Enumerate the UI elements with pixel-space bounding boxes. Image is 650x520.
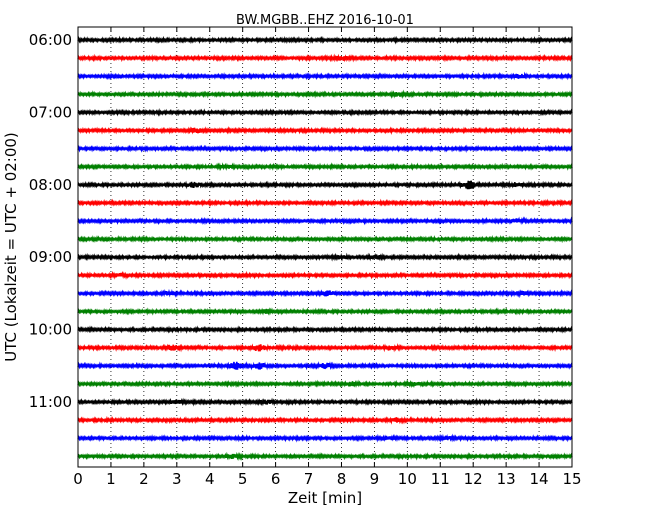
x-tick-label: 9 <box>370 470 380 488</box>
vertical-grid-lines <box>110 27 540 467</box>
trace-1030 <box>77 361 573 371</box>
y-tick-label: 06:00 <box>29 31 72 49</box>
trace-0830 <box>77 216 573 226</box>
x-tick-label: 15 <box>562 470 581 488</box>
x-tick-label: 5 <box>238 470 248 488</box>
trace-0900 <box>77 252 573 262</box>
trace-0745 <box>77 162 573 172</box>
x-tick-label: 10 <box>398 470 417 488</box>
x-tick-label: 7 <box>304 470 314 488</box>
trace-0600 <box>77 35 573 45</box>
trace-0815 <box>77 198 573 208</box>
seismic-traces <box>77 35 573 462</box>
trace-0715 <box>77 125 573 136</box>
trace-1015 <box>77 343 573 353</box>
trace-0915 <box>77 270 573 280</box>
x-tick-label: 2 <box>139 470 149 488</box>
trace-1000 <box>77 324 573 334</box>
trace-1145 <box>77 451 573 462</box>
y-axis-label: UTC (Lokalzeit = UTC + 02:00) <box>2 132 20 362</box>
x-axis-ticks: 0 1 2 3 4 5 6 7 8 9 10 11 12 13 14 15 <box>73 27 582 488</box>
x-tick-label: 11 <box>431 470 450 488</box>
trace-0645 <box>77 89 573 99</box>
y-tick-label: 08:00 <box>29 176 72 194</box>
x-tick-label: 13 <box>497 470 516 488</box>
y-tick-label: 11:00 <box>29 393 72 411</box>
trace-0845 <box>77 234 573 244</box>
trace-0930 <box>77 288 573 299</box>
y-tick-label: 09:00 <box>29 248 72 266</box>
trace-1045 <box>77 379 573 389</box>
x-tick-label: 14 <box>530 470 549 488</box>
trace-0615 <box>77 53 573 63</box>
chart-title: BW.MGBB..EHZ 2016-10-01 <box>236 13 414 28</box>
y-axis-ticks: 06:00 07:00 08:00 09:00 10:00 11:00 <box>29 31 572 411</box>
trace-0800 <box>77 180 573 190</box>
trace-1115 <box>77 415 573 425</box>
x-tick-label: 12 <box>464 470 483 488</box>
x-axis-label: Zeit [min] <box>288 489 362 507</box>
trace-1130 <box>77 433 573 443</box>
trace-0700 <box>77 107 573 117</box>
x-tick-label: 8 <box>337 470 347 488</box>
trace-0730 <box>77 144 573 153</box>
x-tick-label: 1 <box>106 470 116 488</box>
y-tick-label: 07:00 <box>29 103 72 121</box>
y-tick-label: 10:00 <box>29 321 72 339</box>
trace-0630 <box>77 71 573 81</box>
trace-0945 <box>77 307 573 316</box>
x-tick-label: 6 <box>271 470 281 488</box>
x-tick-label: 3 <box>172 470 182 488</box>
trace-1100 <box>77 397 573 407</box>
x-tick-label: 4 <box>205 470 215 488</box>
x-tick-label: 0 <box>73 470 83 488</box>
plot-frame <box>77 26 573 468</box>
